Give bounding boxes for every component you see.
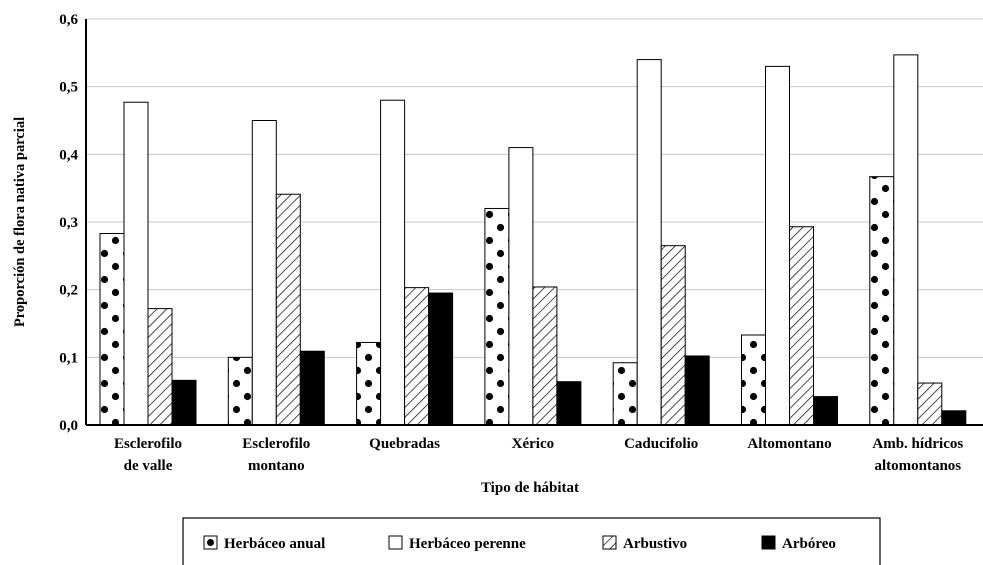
bar-white xyxy=(893,54,919,426)
x-tick-label: Altomontano xyxy=(747,436,831,452)
gridlines xyxy=(86,18,983,358)
bar-solid xyxy=(171,379,197,426)
legend-swatch xyxy=(761,535,776,550)
bar-solid xyxy=(428,292,454,426)
axes xyxy=(85,19,983,426)
bar-white xyxy=(636,59,662,426)
bar-hatch xyxy=(789,226,814,426)
legend-swatch xyxy=(388,535,403,550)
bar-solid xyxy=(299,350,325,426)
bar-hatch xyxy=(660,245,686,426)
bar-dots xyxy=(484,207,510,426)
y-tick-label: 0,4 xyxy=(59,147,78,163)
bar-hatch xyxy=(532,286,558,426)
x-tick-label: Quebradas xyxy=(369,436,440,452)
x-tick-label: montano xyxy=(248,458,305,474)
y-axis-label: Proporción de flora nativa parcial xyxy=(12,117,28,327)
x-tick-label: Esclerofilo xyxy=(114,436,182,452)
bar-white xyxy=(508,147,534,426)
y-tick-label: 0,3 xyxy=(59,215,78,231)
y-tick-labels: 0,0 0,1 0,2 0,3 0,4 0,5 0,6 xyxy=(59,12,78,434)
bar-dots xyxy=(356,341,382,426)
bar-dots xyxy=(741,334,766,426)
bar-hatch xyxy=(275,193,301,426)
y-tick-label: 0,2 xyxy=(59,283,78,299)
legend-dot xyxy=(207,539,214,546)
x-tick-label: Amb. hídricos xyxy=(872,436,963,452)
x-tick-label: Caducifolio xyxy=(624,436,698,452)
bar-hatch xyxy=(404,287,430,426)
y-tick-label: 0,0 xyxy=(59,418,78,434)
bar-dots xyxy=(869,176,895,426)
x-tick-label: de valle xyxy=(124,458,173,474)
y-tick-label: 0,1 xyxy=(59,350,78,366)
legend: Herbáceo anual Herbáceo perenne Arbustivo A… xyxy=(182,517,881,565)
bar-white xyxy=(765,65,790,426)
bar-solid xyxy=(684,355,710,426)
x-tick-label: Xérico xyxy=(512,436,554,452)
bar-solid xyxy=(813,396,838,426)
y-tick-label: 0,5 xyxy=(59,80,78,96)
bars xyxy=(99,54,967,426)
y-tick-label: 0,6 xyxy=(59,12,78,28)
bar-dots xyxy=(612,362,638,426)
bar-solid xyxy=(941,410,967,426)
legend-label: Herbáceo perenne xyxy=(409,536,526,552)
bar-dots xyxy=(227,356,253,426)
legend-swatch xyxy=(602,535,617,550)
bar-hatch xyxy=(917,382,943,426)
legend-label: Arbustivo xyxy=(623,536,687,552)
bar-white xyxy=(380,99,406,426)
x-tick-labels: Esclerofilo de valle Esclerofilo montano Que… xyxy=(114,436,963,474)
x-axis-label: Tipo de hábitat xyxy=(481,480,579,496)
x-tick-label: Esclerofilo xyxy=(242,436,310,452)
x-tick-label: altomontanos xyxy=(874,458,961,474)
bar-hatch xyxy=(147,308,173,426)
bar-white xyxy=(251,120,277,426)
bar-solid xyxy=(556,381,582,426)
bar-white xyxy=(123,101,149,426)
bar-dots xyxy=(99,233,125,426)
legend-label: Herbáceo anual xyxy=(224,536,325,552)
legend-label: Arbóreo xyxy=(782,536,836,552)
